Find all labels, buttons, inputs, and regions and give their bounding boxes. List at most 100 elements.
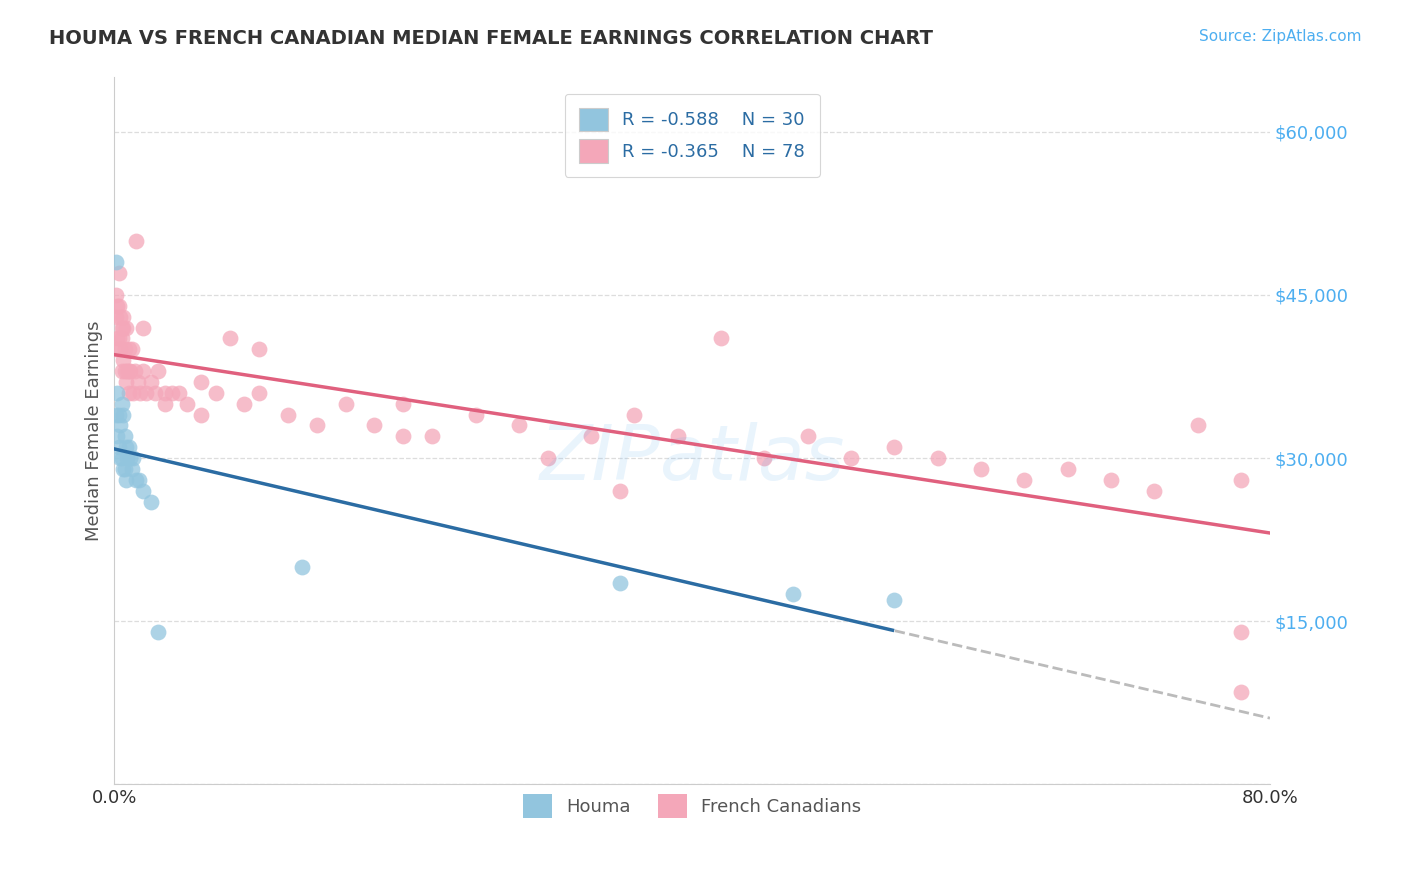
Point: [122, 451, 145, 466]
Point: [108, 310, 131, 324]
Point: [1230, 625, 1253, 640]
Point: [1056, 462, 1078, 476]
Point: [143, 385, 166, 400]
Point: [132, 320, 155, 334]
Point: [118, 385, 141, 400]
Point: [132, 483, 155, 498]
Point: [114, 343, 136, 357]
Point: [160, 385, 183, 400]
Point: [1187, 418, 1209, 433]
Point: [176, 397, 198, 411]
Point: [125, 234, 148, 248]
Point: [1230, 685, 1253, 699]
Point: [883, 592, 905, 607]
Point: [153, 397, 176, 411]
Point: [111, 320, 134, 334]
Point: [146, 364, 169, 378]
Point: [970, 462, 993, 476]
Point: [114, 429, 136, 443]
Point: [247, 343, 270, 357]
Point: [335, 397, 357, 411]
Point: [129, 385, 152, 400]
Point: [121, 462, 143, 476]
Point: [107, 408, 129, 422]
Point: [1014, 473, 1036, 487]
Point: [291, 560, 314, 574]
Point: [1143, 483, 1166, 498]
Point: [107, 331, 129, 345]
Point: [108, 451, 131, 466]
Point: [118, 343, 141, 357]
Y-axis label: Median Female Earnings: Median Female Earnings: [86, 321, 103, 541]
Point: [169, 385, 191, 400]
Point: [112, 408, 135, 422]
Point: [927, 451, 949, 466]
Point: [508, 418, 530, 433]
Point: [118, 440, 141, 454]
Point: [115, 320, 138, 334]
Point: [710, 331, 733, 345]
Point: [117, 364, 139, 378]
Point: [782, 587, 804, 601]
Point: [247, 385, 270, 400]
Point: [104, 288, 127, 302]
Point: [111, 331, 134, 345]
Point: [219, 331, 242, 345]
Point: [363, 418, 385, 433]
Legend: Houma, French Canadians: Houma, French Canadians: [516, 788, 869, 825]
Point: [104, 255, 127, 269]
Point: [204, 385, 226, 400]
Point: [104, 310, 127, 324]
Point: [107, 440, 129, 454]
Point: [796, 429, 818, 443]
Point: [122, 385, 145, 400]
Point: [120, 364, 142, 378]
Text: Source: ZipAtlas.com: Source: ZipAtlas.com: [1198, 29, 1361, 44]
Point: [107, 266, 129, 280]
Point: [127, 375, 149, 389]
Point: [105, 429, 128, 443]
Point: [115, 375, 138, 389]
Point: [839, 451, 862, 466]
Point: [125, 473, 148, 487]
Point: [135, 385, 157, 400]
Point: [117, 451, 139, 466]
Point: [233, 397, 256, 411]
Point: [464, 408, 486, 422]
Point: [666, 429, 689, 443]
Point: [112, 353, 135, 368]
Point: [609, 576, 631, 591]
Point: [108, 418, 131, 433]
Point: [105, 299, 128, 313]
Point: [153, 385, 176, 400]
Point: [146, 625, 169, 640]
Point: [609, 483, 631, 498]
Point: [139, 375, 162, 389]
Point: [114, 364, 136, 378]
Point: [121, 343, 143, 357]
Point: [112, 462, 135, 476]
Point: [112, 310, 135, 324]
Point: [107, 299, 129, 313]
Point: [111, 364, 134, 378]
Point: [392, 429, 415, 443]
Point: [104, 408, 127, 422]
Point: [115, 473, 138, 487]
Point: [132, 364, 155, 378]
Point: [305, 418, 328, 433]
Point: [139, 494, 162, 508]
Point: [120, 451, 142, 466]
Point: [118, 364, 141, 378]
Point: [579, 429, 602, 443]
Point: [1099, 473, 1122, 487]
Point: [420, 429, 443, 443]
Point: [105, 331, 128, 345]
Point: [114, 462, 136, 476]
Point: [623, 408, 645, 422]
Point: [754, 451, 776, 466]
Point: [128, 473, 150, 487]
Point: [104, 343, 127, 357]
Text: ZIPatlas: ZIPatlas: [540, 422, 845, 496]
Point: [883, 440, 905, 454]
Point: [124, 364, 146, 378]
